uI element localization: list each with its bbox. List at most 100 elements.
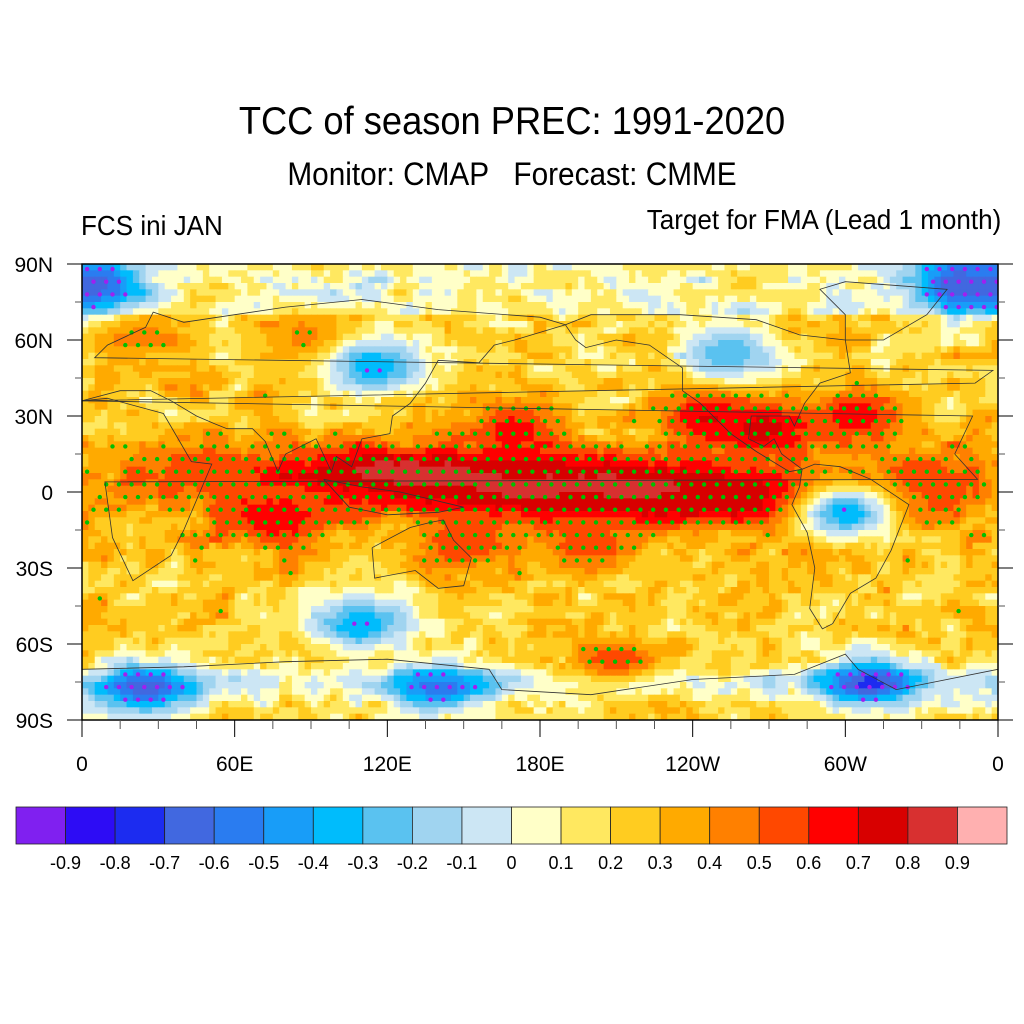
field-cell bbox=[590, 378, 598, 385]
field-cell bbox=[393, 460, 401, 468]
field-cell bbox=[317, 435, 325, 442]
field-cell bbox=[368, 365, 376, 373]
field-cell bbox=[749, 466, 757, 474]
field-cell bbox=[139, 479, 147, 487]
field-cell bbox=[858, 454, 866, 461]
field-cell bbox=[807, 283, 815, 290]
field-cell bbox=[966, 340, 974, 347]
field-cell bbox=[552, 390, 560, 398]
field-cell bbox=[858, 321, 866, 328]
field-cell bbox=[743, 466, 751, 474]
field-cell bbox=[552, 403, 560, 411]
field-cell bbox=[330, 295, 338, 303]
field-cell bbox=[902, 340, 910, 347]
field-cell bbox=[603, 473, 611, 480]
field-cell bbox=[158, 359, 166, 366]
field-cell bbox=[794, 441, 802, 449]
field-cell bbox=[113, 333, 121, 341]
field-cell bbox=[241, 466, 248, 474]
field-cell bbox=[228, 422, 236, 430]
field-cell bbox=[590, 466, 598, 474]
field-cell bbox=[463, 473, 471, 480]
field-cell bbox=[94, 283, 102, 290]
field-cell bbox=[870, 466, 878, 474]
field-cell bbox=[221, 289, 229, 297]
field-cell bbox=[88, 416, 96, 423]
field-cell bbox=[330, 416, 338, 423]
field-cell bbox=[578, 384, 586, 392]
field-cell bbox=[832, 359, 840, 366]
field-cell bbox=[908, 454, 916, 461]
field-cell bbox=[870, 441, 878, 449]
field-cell bbox=[342, 447, 350, 455]
field-cell bbox=[209, 397, 217, 404]
field-cell bbox=[858, 264, 866, 271]
field-cell bbox=[368, 359, 376, 366]
field-cell bbox=[183, 321, 191, 328]
field-cell bbox=[438, 441, 446, 449]
field-cell bbox=[361, 359, 369, 366]
field-cell bbox=[985, 276, 993, 284]
field-cell bbox=[991, 378, 998, 385]
field-cell bbox=[673, 454, 681, 461]
field-cell bbox=[132, 428, 140, 436]
field-cell bbox=[113, 346, 121, 354]
field-cell bbox=[298, 346, 306, 354]
field-cell bbox=[495, 416, 503, 423]
field-cell bbox=[546, 270, 554, 278]
field-cell bbox=[622, 466, 630, 474]
field-cell bbox=[749, 473, 757, 480]
field-cell bbox=[482, 371, 490, 379]
field-cell bbox=[253, 340, 261, 347]
field-cell bbox=[692, 460, 700, 468]
field-cell bbox=[724, 403, 732, 411]
field-cell bbox=[794, 378, 802, 385]
field-cell bbox=[113, 416, 121, 423]
field-cell bbox=[902, 390, 910, 398]
field-cell bbox=[311, 447, 318, 455]
field-cell bbox=[355, 371, 363, 379]
field-cell bbox=[781, 321, 789, 328]
field-cell bbox=[291, 416, 299, 423]
field-cell bbox=[775, 340, 783, 347]
field-cell bbox=[724, 365, 732, 373]
field-cell bbox=[934, 384, 942, 392]
field-cell bbox=[355, 352, 363, 360]
field-cell bbox=[533, 264, 541, 271]
field-cell bbox=[311, 390, 318, 398]
field-cell bbox=[985, 384, 993, 392]
field-cell bbox=[323, 460, 331, 468]
field-cell bbox=[202, 283, 210, 290]
field-cell bbox=[546, 302, 554, 309]
field-cell bbox=[228, 333, 236, 341]
field-cell bbox=[291, 327, 299, 335]
field-cell bbox=[501, 397, 509, 404]
field-cell bbox=[571, 390, 579, 398]
field-cell bbox=[546, 314, 554, 322]
field-cell bbox=[330, 403, 338, 411]
field-cell bbox=[425, 295, 433, 303]
field-cell bbox=[139, 321, 147, 328]
field-cell bbox=[438, 264, 446, 271]
field-cell bbox=[266, 435, 274, 442]
field-cell bbox=[679, 435, 687, 442]
field-cell bbox=[972, 340, 980, 347]
field-cell bbox=[934, 346, 942, 354]
field-cell bbox=[190, 378, 198, 385]
field-cell bbox=[978, 441, 986, 449]
field-cell bbox=[190, 416, 198, 423]
field-cell bbox=[800, 270, 808, 278]
field-cell bbox=[323, 473, 331, 480]
field-cell bbox=[412, 333, 420, 341]
field-cell bbox=[705, 365, 713, 373]
field-cell bbox=[380, 460, 388, 468]
field-cell bbox=[380, 276, 388, 284]
field-cell bbox=[991, 365, 998, 373]
field-cell bbox=[361, 390, 369, 398]
field-cell bbox=[158, 346, 166, 354]
field-cell bbox=[928, 346, 935, 354]
field-cell bbox=[406, 365, 414, 373]
field-cell bbox=[132, 295, 140, 303]
field-cell bbox=[648, 416, 656, 423]
field-cell bbox=[730, 283, 738, 290]
